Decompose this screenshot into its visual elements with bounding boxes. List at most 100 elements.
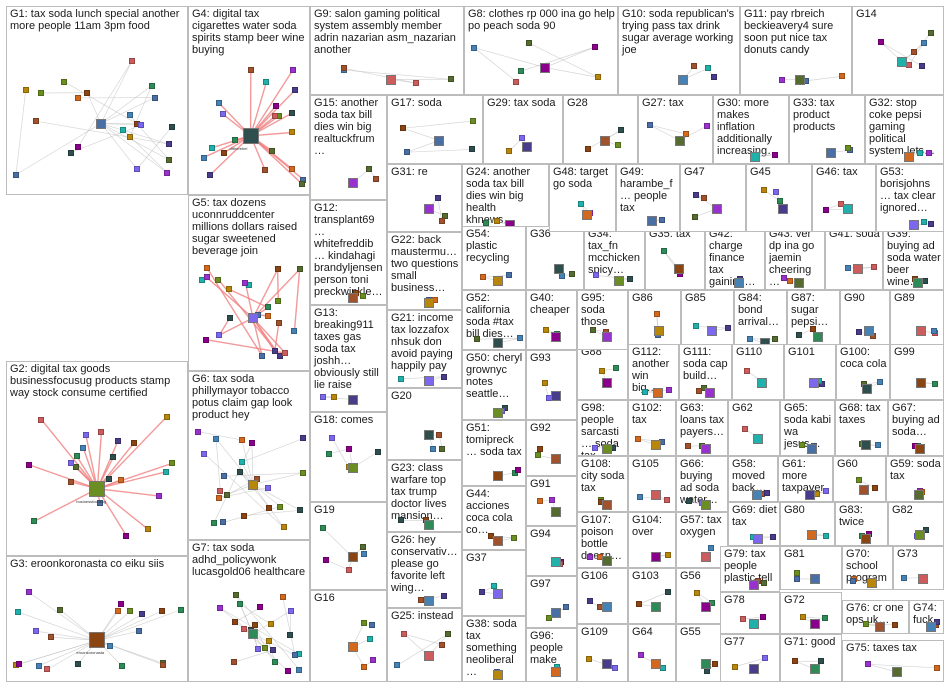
- graph-node: [223, 492, 230, 498]
- graph-node: [401, 631, 408, 638]
- edge: [473, 47, 517, 82]
- graph-node: [80, 444, 87, 451]
- graph-node: [264, 304, 271, 311]
- hub-node: [809, 378, 819, 388]
- hub-node: [550, 332, 561, 342]
- graph-node: [325, 451, 332, 458]
- cluster-g4: G4: digital tax cigarettes water soda sp…: [188, 6, 310, 195]
- graph-node: [535, 452, 542, 459]
- cluster-g95: G95: soda those: [577, 290, 628, 350]
- graph-node: [265, 638, 272, 645]
- graph-node: [636, 601, 643, 608]
- hub-node: [749, 580, 759, 590]
- graph-node: [871, 264, 878, 271]
- cluster-edges: [323, 528, 365, 570]
- hub-node: [892, 667, 902, 677]
- graph-node: [38, 416, 45, 423]
- hub-node: [89, 632, 106, 649]
- graph-node: [195, 428, 202, 435]
- graph-node: [280, 524, 287, 531]
- hub-node: [843, 204, 853, 214]
- edge: [223, 472, 304, 477]
- edge: [77, 60, 133, 147]
- graph-node: [35, 662, 42, 669]
- graph-node: [799, 614, 806, 621]
- graph-node: [292, 86, 299, 93]
- cluster-g2: G2: digital tax goods businessfocusug pr…: [6, 361, 188, 556]
- graph-node: [202, 336, 209, 343]
- hub-node: [912, 278, 923, 288]
- graph-node: [933, 664, 940, 671]
- cluster-g49: G49: harambe_f… people tax: [616, 164, 680, 232]
- cluster-label: G83: twice: [839, 504, 865, 528]
- cluster-g44: G44: acciones coca cola co…: [462, 486, 526, 550]
- cluster-label: G111: soda cap build…: [683, 346, 728, 382]
- cluster-g61: G61: more taxpayer…: [778, 456, 833, 502]
- cluster-g72: G72: [780, 592, 842, 634]
- graph-node: [778, 76, 785, 83]
- edge: [249, 70, 294, 137]
- graph-node: [849, 578, 856, 585]
- cluster-g18: G18: comes: [310, 412, 387, 502]
- hub-node: [753, 534, 763, 544]
- hub-node: [914, 490, 924, 500]
- graph-node: [875, 442, 882, 449]
- cluster-label: G25: instead: [391, 610, 454, 622]
- graph-node: [513, 78, 520, 85]
- cluster-g52: G52: california soda #tax bill dies…: [462, 290, 526, 350]
- graph-node: [213, 435, 220, 442]
- graph-node: [201, 450, 208, 457]
- graph-node: [33, 118, 40, 125]
- edge: [331, 437, 349, 468]
- cluster-label: G108: city soda tax: [581, 458, 625, 494]
- graph-node: [341, 65, 348, 72]
- graph-node: [270, 646, 277, 653]
- graph-node: [684, 443, 691, 450]
- cluster-label: G10: soda republican's trying pass tax d…: [622, 8, 735, 56]
- graph-node: [637, 652, 644, 659]
- cluster-g25: G25: instead: [387, 608, 462, 682]
- graph-node: [742, 426, 749, 433]
- hub-node: [897, 56, 907, 67]
- cluster-label: G96: people make: [530, 630, 564, 666]
- graph-node: [288, 110, 295, 117]
- graph-node: [792, 658, 799, 665]
- edge: [276, 269, 279, 302]
- hub-node: [753, 434, 763, 444]
- graph-node: [636, 493, 643, 500]
- cluster-g59: G59: soda tax: [886, 456, 944, 502]
- edge: [343, 69, 451, 80]
- graph-node: [163, 468, 170, 475]
- hub-node: [651, 440, 661, 450]
- graph-node: [375, 448, 382, 455]
- graph-node: [271, 113, 278, 120]
- edge: [344, 67, 416, 84]
- cluster-g67: G67: buying ad soda…: [888, 400, 944, 456]
- cluster-g110: G110: [732, 344, 784, 400]
- hub-node: [778, 204, 788, 214]
- cluster-g55: G55: [676, 624, 728, 682]
- graph-node: [585, 655, 592, 662]
- cluster-g3: G3: eroonkoronasta co eiku siis eroonkoro…: [6, 556, 188, 682]
- cluster-label: G103: [632, 570, 659, 582]
- graph-node: [864, 661, 871, 668]
- graph-node: [225, 286, 232, 293]
- cluster-g34: G34: tax_fn mcchicken spicy…: [584, 226, 645, 290]
- graph-node: [711, 74, 718, 81]
- cluster-label: G64: [632, 626, 653, 638]
- graph-node: [517, 68, 524, 75]
- cluster-g29: G29: tax soda: [483, 95, 563, 164]
- cluster-g87: G87: sugar pepsi…: [787, 290, 840, 350]
- graph-node: [345, 566, 352, 573]
- graph-node: [724, 325, 731, 332]
- hub-node: [89, 480, 106, 497]
- graph-node: [653, 311, 660, 318]
- hub-node: [804, 490, 815, 500]
- hub-node: [826, 147, 836, 158]
- cluster-edges: [15, 60, 172, 175]
- cluster-g12: G12: transplant69… whitefreddib… kindaha…: [310, 200, 387, 305]
- cluster-g102: G102: tax: [628, 400, 676, 456]
- graph-node: [704, 65, 711, 72]
- cluster-g81: G81: [780, 546, 842, 590]
- graph-node: [761, 655, 768, 662]
